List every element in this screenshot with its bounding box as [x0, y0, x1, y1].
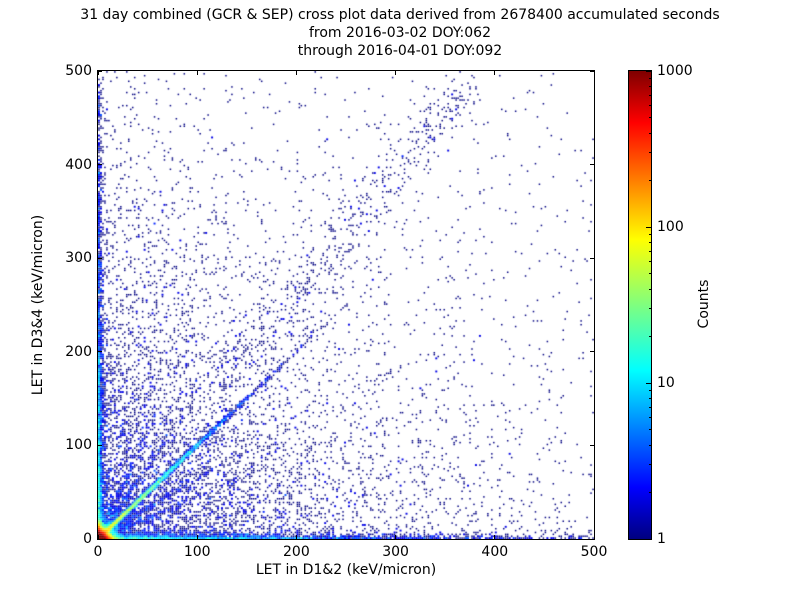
chart-title: 31 day combined (GCR & SEP) cross plot d…: [0, 6, 800, 60]
chart-title-line-1: 31 day combined (GCR & SEP) cross plot d…: [80, 7, 720, 23]
colorbar-tick: [648, 308, 651, 310]
axis-tick: [98, 351, 102, 353]
axis-tick: [196, 535, 198, 539]
axis-tick: [590, 351, 594, 353]
colorbar-tick: [648, 105, 651, 107]
colorbar-tick: [648, 117, 651, 119]
colorbar-tick: [648, 241, 651, 243]
scatter-plot-canvas: [98, 71, 594, 539]
colorbar-tick: [648, 406, 651, 408]
colorbar-tick: [648, 389, 651, 391]
axis-tick: [494, 535, 496, 539]
axis-tick: [590, 70, 594, 72]
colorbar-tick-label: 1: [657, 531, 666, 547]
y-tick-label: 400: [65, 156, 92, 173]
x-tick-label: 400: [481, 544, 509, 560]
x-tick-label: 100: [183, 544, 211, 560]
colorbar-tick: [648, 94, 651, 96]
colorbar-tick: [648, 179, 651, 181]
axis-tick: [98, 70, 102, 72]
colorbar-tick: [648, 397, 651, 399]
x-axis-label: LET in D1&2 (keV/micron): [255, 562, 437, 578]
colorbar-tick: [648, 273, 651, 275]
x-tick-label: 200: [283, 544, 310, 560]
colorbar-tick: [648, 77, 651, 79]
axis-tick: [98, 444, 102, 446]
colorbar-tick: [646, 70, 651, 72]
axis-tick: [590, 538, 594, 540]
colorbar-tick: [648, 85, 651, 87]
colorbar-tick: [648, 233, 651, 235]
colorbar-tick: [646, 538, 651, 540]
x-tick-label: 300: [382, 544, 409, 560]
y-tick-label: 500: [65, 63, 92, 79]
y-tick-label: 300: [65, 250, 92, 267]
colorbar-tick: [646, 382, 651, 384]
axis-tick: [98, 538, 102, 540]
x-tick-label: 0: [93, 544, 103, 560]
axis-tick: [593, 71, 595, 75]
axis-tick: [295, 535, 297, 539]
axis-tick: [395, 535, 397, 539]
axis-tick: [395, 71, 397, 75]
chart-title-line-2: from 2016-03-02 DOY:062: [308, 25, 491, 41]
axis-tick: [97, 535, 99, 539]
axis-tick: [494, 71, 496, 75]
x-tick-label: 500: [580, 544, 608, 560]
y-tick-label: 0: [83, 531, 92, 547]
axis-tick: [590, 444, 594, 446]
colorbar-tick: [648, 464, 651, 466]
colorbar-label: Counts: [696, 279, 712, 329]
colorbar-tick-label: 1000: [657, 63, 693, 79]
plot-area: [97, 70, 595, 540]
colorbar-tick-label: 100: [657, 219, 684, 235]
axis-tick: [98, 257, 102, 259]
y-tick-label: 200: [65, 343, 92, 360]
colorbar-tick: [646, 226, 651, 228]
colorbar-tick: [648, 335, 651, 337]
chart-title-line-3: through 2016-04-01 DOY:092: [297, 43, 503, 59]
colorbar-tick-label: 10: [657, 375, 675, 391]
colorbar-tick: [648, 491, 651, 493]
colorbar-tick: [648, 250, 651, 252]
colorbar-tick: [648, 429, 651, 431]
axis-tick: [593, 535, 595, 539]
axis-tick: [97, 71, 99, 75]
axis-tick: [295, 71, 297, 75]
axis-tick: [98, 164, 102, 166]
axis-tick: [590, 164, 594, 166]
colorbar-tick: [648, 288, 651, 290]
colorbar-tick: [648, 261, 651, 263]
y-axis-label: LET in D3&4 (keV/micron): [30, 214, 46, 396]
colorbar-tick: [648, 132, 651, 134]
colorbar-gradient: [628, 70, 652, 540]
colorbar-tick: [648, 152, 651, 154]
axis-tick: [196, 71, 198, 75]
colorbar-tick: [648, 417, 651, 419]
y-tick-label: 100: [65, 437, 92, 454]
axis-tick: [590, 257, 594, 259]
colorbar-tick: [648, 444, 651, 446]
